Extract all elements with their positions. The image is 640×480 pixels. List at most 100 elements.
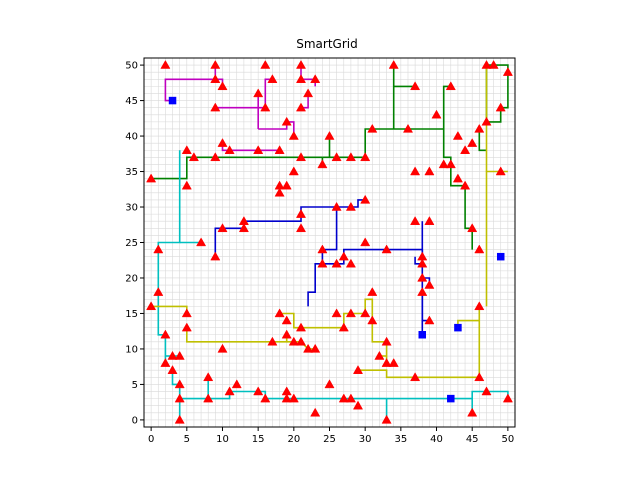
consumer-marker [310, 74, 321, 83]
consumer-marker [424, 315, 435, 325]
consumer-marker [253, 88, 264, 98]
y-tick-label: 40 [125, 132, 138, 143]
consumer-marker [274, 308, 285, 318]
network-line-cyan [208, 390, 267, 400]
consumer-marker [338, 393, 349, 403]
network-line-cyan [157, 292, 167, 364]
consumer-marker [160, 329, 171, 339]
consumer-marker [217, 343, 228, 353]
network-line-yellow [342, 298, 374, 328]
consumer-marker [402, 123, 414, 133]
consumer-marker [160, 59, 171, 69]
consumer-marker [331, 308, 342, 318]
consumer-marker [210, 59, 221, 69]
consumer-marker [295, 74, 307, 83]
consumer-marker [295, 208, 307, 218]
consumer-marker [267, 74, 278, 83]
consumer-marker [217, 138, 228, 147]
y-tick-label: 10 [125, 344, 138, 355]
consumer-marker [295, 336, 307, 346]
consumer-marker [474, 372, 485, 382]
y-tick-label: 25 [125, 238, 138, 249]
consumer-marker [360, 152, 371, 162]
consumer-marker [181, 145, 192, 154]
consumer-marker [281, 116, 292, 126]
consumer-marker [345, 201, 356, 211]
consumer-marker [360, 237, 371, 247]
consumer-marker [203, 393, 214, 403]
consumer-marker [367, 123, 378, 133]
consumer-marker [481, 59, 492, 69]
network-line-yellow [371, 320, 388, 364]
consumer-marker [317, 258, 328, 268]
consumer-marker [352, 400, 364, 410]
x-tick-label: 10 [216, 434, 229, 445]
y-tick-label: 50 [125, 61, 138, 72]
source-marker [447, 394, 455, 403]
consumer-marker [474, 301, 485, 311]
consumer-marker [445, 81, 456, 91]
consumer-marker [160, 357, 171, 367]
consumer-marker [467, 138, 478, 147]
consumer-marker [303, 343, 314, 353]
network-line-yellow [358, 369, 480, 379]
consumer-marker [474, 244, 485, 254]
consumer-marker [238, 223, 249, 233]
consumer-marker [217, 81, 228, 91]
x-tick-label: 30 [359, 434, 372, 445]
consumer-marker [146, 173, 157, 183]
x-tick-label: 50 [501, 434, 514, 445]
consumer-marker [274, 145, 285, 154]
network-line-cyan [157, 150, 181, 293]
consumer-marker [281, 180, 292, 190]
y-tick-label: 15 [125, 309, 138, 320]
x-tick-label: 35 [394, 434, 407, 445]
consumer-marker [181, 322, 192, 332]
consumer-marker [338, 322, 349, 332]
consumer-marker [381, 336, 392, 346]
consumer-marker [495, 102, 506, 112]
consumer-marker [167, 365, 178, 374]
consumer-marker [288, 166, 299, 176]
consumer-marker [374, 350, 385, 360]
chart-title: SmartGrid [296, 37, 357, 51]
consumer-marker [281, 329, 292, 339]
network-line-green [151, 156, 323, 180]
consumer-marker [352, 365, 364, 374]
consumer-marker [452, 173, 463, 183]
network-line-green [478, 129, 487, 152]
consumer-marker [210, 152, 221, 162]
consumer-marker [338, 251, 349, 261]
consumer-marker [288, 130, 299, 140]
source-marker [454, 323, 462, 332]
consumer-marker [495, 166, 506, 176]
consumer-marker [367, 287, 378, 296]
network-line-blue [321, 207, 338, 264]
network-line-green [464, 185, 474, 250]
consumer-marker [288, 393, 299, 403]
consumer-marker [502, 393, 513, 403]
consumer-marker [181, 180, 192, 190]
consumer-marker [295, 59, 307, 69]
consumer-marker [345, 308, 356, 318]
consumer-marker [381, 357, 392, 367]
x-tick-label: 25 [323, 434, 336, 445]
consumer-marker [481, 116, 492, 126]
consumer-marker [410, 372, 421, 382]
consumer-marker [295, 102, 307, 112]
consumer-marker [317, 244, 328, 254]
consumer-marker [452, 130, 463, 140]
consumer-marker [181, 308, 192, 318]
consumer-marker [460, 180, 471, 190]
y-tick-label: 5 [132, 380, 138, 391]
y-tick-label: 20 [125, 273, 138, 284]
consumer-marker [431, 109, 442, 119]
consumer-marker [381, 244, 392, 254]
network-line-blue [336, 199, 366, 208]
consumer-marker [153, 244, 164, 254]
consumer-marker [360, 194, 371, 204]
consumer-marker [288, 336, 299, 346]
consumer-marker [295, 152, 307, 162]
x-tick-label: 45 [466, 434, 479, 445]
